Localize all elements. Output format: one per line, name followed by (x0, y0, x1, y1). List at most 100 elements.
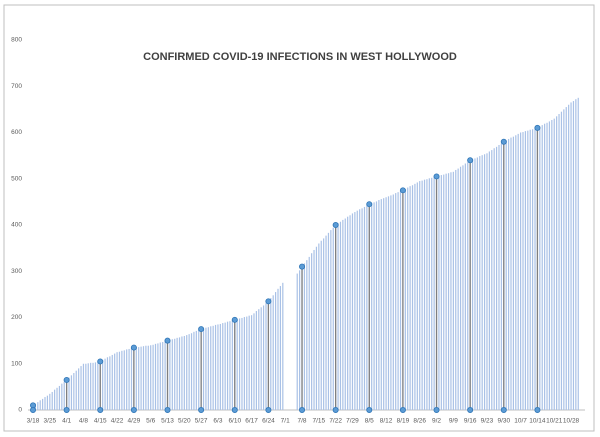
bar (102, 360, 104, 410)
selection-handle (198, 406, 205, 413)
bar (126, 349, 128, 410)
bar (568, 104, 570, 410)
bar (515, 135, 517, 410)
selection-handle (299, 406, 306, 413)
bar (347, 216, 349, 410)
bar (255, 311, 257, 410)
bar (548, 121, 551, 411)
bar (351, 213, 354, 410)
bar (63, 381, 65, 410)
selection-handle (130, 344, 137, 351)
selection-handle (500, 138, 507, 145)
bar (474, 158, 476, 410)
y-tick-label: 300 (11, 268, 22, 275)
bar (344, 218, 346, 410)
y-tick-label: 100 (11, 360, 22, 367)
bar (483, 154, 486, 410)
bar (498, 144, 500, 411)
bar (572, 101, 575, 411)
bar (246, 316, 248, 410)
selection-handle (29, 406, 36, 413)
bar (455, 169, 457, 410)
bar (195, 330, 197, 410)
bar (248, 315, 250, 410)
bar (217, 324, 219, 410)
bar (54, 389, 56, 410)
bar (58, 385, 61, 410)
bar (260, 307, 262, 410)
selection-handle (265, 298, 272, 305)
bar (207, 327, 209, 410)
bar (431, 177, 433, 410)
bar (118, 351, 121, 410)
bar (236, 319, 238, 410)
bar (443, 174, 445, 410)
selection-handle (164, 406, 171, 413)
bar (575, 99, 577, 410)
x-tick-label: 9/30 (497, 418, 510, 425)
x-tick-label: 5/6 (146, 418, 155, 425)
selection-handle (366, 201, 373, 208)
bar (212, 325, 214, 410)
bar (354, 212, 356, 410)
bar (224, 322, 226, 410)
y-tick-label: 200 (11, 314, 22, 321)
x-tick-label: 4/29 (128, 418, 141, 425)
bar (214, 324, 217, 410)
bar (447, 173, 450, 410)
x-tick-label: 10/21 (546, 418, 563, 425)
bar (265, 303, 267, 410)
bar (138, 347, 140, 410)
bar (272, 295, 274, 410)
bar (147, 345, 149, 410)
bar (188, 334, 190, 410)
bar (222, 323, 224, 410)
selection-handle (231, 406, 238, 413)
selection-handle (97, 358, 104, 365)
y-tick-label: 500 (11, 175, 22, 182)
bar (241, 317, 243, 410)
selection-handle (500, 406, 507, 413)
bar (462, 165, 464, 410)
bar (392, 194, 394, 410)
x-tick-label: 6/10 (228, 418, 241, 425)
bar (80, 366, 82, 410)
bar (61, 383, 63, 410)
bar (85, 363, 87, 410)
bar (546, 122, 548, 410)
x-tick-label: 10/14 (529, 418, 546, 425)
bar (78, 368, 80, 410)
bar (190, 333, 193, 410)
bar (162, 342, 164, 410)
selection-handle (198, 326, 205, 333)
bar (219, 323, 221, 410)
bar (544, 123, 546, 411)
chart-title: CONFIRMED COVID-19 INFECTIONS IN WEST HO… (143, 51, 457, 63)
x-tick-label: 8/19 (397, 418, 410, 425)
bar (419, 181, 421, 410)
bar (407, 187, 409, 410)
bar (517, 133, 519, 410)
bar (114, 353, 116, 410)
bar (142, 346, 145, 410)
bar (116, 352, 118, 410)
bar (479, 156, 481, 410)
bar (311, 253, 313, 410)
bar (423, 179, 426, 410)
selection-handle (97, 406, 104, 413)
bar (186, 335, 188, 410)
bar (397, 192, 399, 410)
bar (330, 230, 332, 410)
selection-handle (164, 337, 171, 344)
bar (488, 151, 490, 410)
bar (541, 125, 543, 410)
bar (433, 176, 435, 410)
selection-handle (534, 124, 541, 131)
bar (409, 186, 411, 410)
x-tick-label: 3/25 (43, 418, 56, 425)
y-tick-label: 700 (11, 83, 22, 90)
bar (438, 175, 440, 410)
bar (495, 146, 498, 410)
bar (373, 202, 375, 410)
